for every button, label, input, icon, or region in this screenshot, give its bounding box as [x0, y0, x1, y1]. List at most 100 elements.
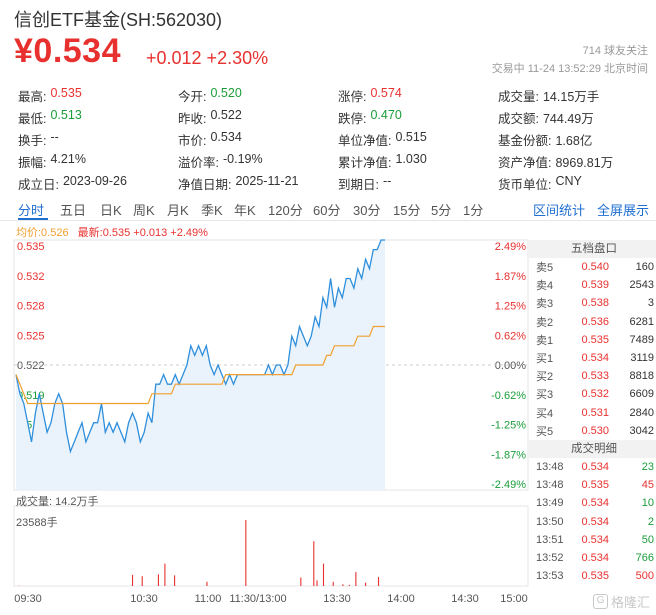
- x-tick-label: 10:30: [130, 593, 158, 605]
- stat-row: 换手: -- 市价: 0.534 单位净值: 0.515 基金份额: 1.68亿: [18, 128, 656, 150]
- ob-level: 买3: [536, 389, 554, 402]
- stat-value: 1.030: [395, 151, 427, 166]
- orderbook-row: 买1 0.534 3119: [529, 349, 656, 367]
- tab-6[interactable]: 年K: [234, 203, 256, 218]
- tab-8[interactable]: 60分: [313, 203, 341, 218]
- trade-volume: 10: [641, 497, 654, 510]
- trading-status: 交易中 11-24 13:52:29 北京时间: [491, 63, 648, 75]
- ob-volume: 7489: [629, 333, 654, 346]
- tab-12[interactable]: 1分: [463, 203, 484, 218]
- trade-price: 0.535: [581, 570, 609, 583]
- stat-cell: 货币单位: CNY: [498, 174, 656, 193]
- ob-volume: 3119: [630, 352, 654, 365]
- trade-volume: 2: [647, 515, 654, 528]
- current-price: ¥0.534: [14, 32, 121, 70]
- orderbook-row: 卖4 0.539 2543: [529, 276, 656, 294]
- orderbook-row: 买4 0.531 2840: [529, 404, 656, 422]
- stat-value: -0.19%: [222, 151, 263, 166]
- trade-volume: 500: [635, 570, 654, 583]
- ob-price: 0.540: [581, 261, 609, 274]
- ob-level: 卖4: [536, 280, 554, 293]
- orderbook-row: 卖1 0.535 7489: [529, 331, 656, 349]
- price-change: +0.012 +2.30%: [146, 48, 269, 68]
- stat-cell: 跌停: 0.470: [338, 108, 498, 127]
- tab-7[interactable]: 120分: [268, 203, 303, 218]
- x-tick-label: 14:30: [451, 593, 479, 605]
- orderbook-row: 卖5 0.540 160: [529, 258, 656, 276]
- stat-row: 成立日: 2023-09-26 净值日期: 2025-11-21 到期日: -- 货币单位:…: [18, 172, 656, 194]
- tab-2[interactable]: 日K: [100, 203, 122, 218]
- tab-0[interactable]: 分时: [18, 203, 45, 218]
- stat-value: --: [382, 173, 392, 188]
- ob-volume: 2543: [629, 279, 654, 292]
- trade-list: 13:48 0.534 23 13:48 0.535 45 13:49 0.534 10 13:5…: [529, 458, 656, 585]
- x-tick-label: 11:30/13:00: [229, 593, 286, 605]
- stat-value: 0.513: [50, 107, 82, 122]
- stat-value: 0.522: [210, 107, 242, 122]
- stats-grid: 最高: 0.535 今开: 0.520 涨停: 0.574 成交量: 14.15万手 最低: 0.…: [18, 84, 656, 194]
- tab-3[interactable]: 周K: [133, 203, 155, 218]
- trade-row: 13:48 0.535 45: [529, 476, 656, 494]
- tab-10[interactable]: 15分: [393, 203, 421, 218]
- trade-row: 13:51 0.534 50: [529, 531, 656, 549]
- stat-label: 净值日期:: [178, 177, 232, 192]
- stat-label: 成交量:: [498, 89, 539, 104]
- stat-cell: 累计净值: 1.030: [338, 152, 498, 171]
- fullscreen-button[interactable]: 全屏展示: [597, 203, 650, 218]
- chart-legend: 均价:0.526 最新:0.535 +0.013 +2.49%: [16, 224, 208, 240]
- ob-volume: 8818: [629, 370, 654, 383]
- ob-volume: 6281: [629, 315, 654, 328]
- x-tick-label: 14:00: [387, 593, 415, 605]
- stat-cell: 溢价率: -0.19%: [178, 152, 338, 171]
- range-stats-button[interactable]: 区间统计: [533, 203, 586, 218]
- avg-price-legend: 均价:0.526: [16, 227, 69, 239]
- tab-5[interactable]: 季K: [201, 203, 223, 218]
- trade-time: 13:51: [536, 533, 564, 546]
- stat-cell: 振幅: 4.21%: [18, 152, 178, 171]
- stat-value: 2023-09-26: [62, 173, 127, 188]
- avg-line: [15, 325, 385, 405]
- price-tick-label: 0.525: [17, 330, 45, 342]
- x-tick-label: 15:00: [500, 593, 528, 605]
- stat-cell: 基金份额: 1.68亿: [498, 130, 656, 149]
- ob-level: 卖5: [536, 262, 554, 275]
- watermark-logo-icon: G: [592, 594, 608, 609]
- orderbook-row: 买3 0.532 6609: [529, 385, 656, 403]
- watermark: G 格隆汇: [592, 592, 650, 611]
- trade-volume: 23: [641, 460, 654, 473]
- stat-cell: 昨收: 0.522: [178, 108, 338, 127]
- latest-price-legend: 最新:0.535 +0.013 +2.49%: [77, 227, 208, 239]
- stat-cell: 资产净值: 8969.81万: [498, 152, 656, 171]
- stat-cell: 市价: 0.534: [178, 130, 338, 149]
- tab-9[interactable]: 30分: [353, 203, 381, 218]
- stat-cell: 最低: 0.513: [18, 108, 178, 127]
- pct-tick-label: 0.00%: [495, 360, 526, 372]
- tab-11[interactable]: 5分: [431, 203, 452, 218]
- stat-row: 振幅: 4.21% 溢价率: -0.19% 累计净值: 1.030 资产净值: 8969.81…: [18, 150, 656, 172]
- ob-price: 0.532: [581, 388, 609, 401]
- ob-level: 买1: [536, 353, 554, 366]
- orderbook-row: 卖3 0.538 3: [529, 294, 656, 312]
- period-tabs: 分时 五日 日K 周K 月K 季K 年K 120分 60分 30分 15分 5分 1分 区间统计 全屏展示: [0, 197, 656, 221]
- trade-time: 13:48: [536, 460, 564, 473]
- trade-time: 13:52: [536, 551, 564, 564]
- followers-count[interactable]: 714 球友关注: [582, 45, 648, 57]
- ob-volume: 3: [647, 297, 654, 310]
- ob-price: 0.531: [581, 406, 609, 419]
- ob-price: 0.530: [581, 424, 609, 437]
- tab-1[interactable]: 五日: [60, 203, 87, 218]
- trade-time: 13:53: [536, 570, 564, 583]
- stat-row: 最高: 0.535 今开: 0.520 涨停: 0.574 成交量: 14.15万手: [18, 84, 656, 106]
- trade-row: 13:52 0.534 766: [529, 549, 656, 567]
- tab-4[interactable]: 月K: [167, 203, 189, 218]
- stat-label: 换手:: [18, 133, 47, 148]
- orderbook-row: 卖2 0.536 6281: [529, 313, 656, 331]
- stat-value: 0.470: [370, 107, 402, 122]
- stat-value: 0.535: [50, 85, 82, 100]
- pct-tick-label: -1.25%: [491, 420, 526, 432]
- stat-cell: 到期日: --: [338, 174, 498, 193]
- stat-value: 744.49万: [542, 111, 594, 126]
- ob-level: 卖3: [536, 298, 554, 311]
- ob-price: 0.539: [581, 279, 609, 292]
